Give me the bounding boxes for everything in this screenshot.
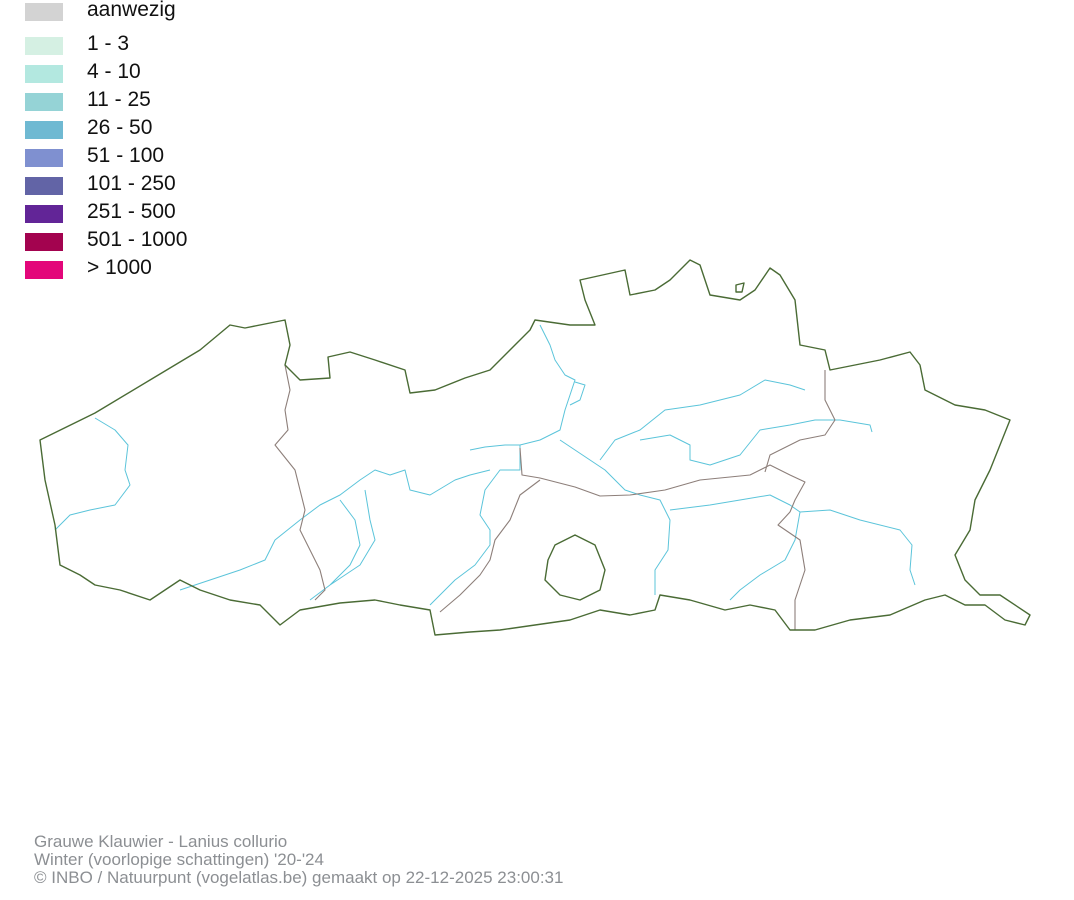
legend-swatch [25, 233, 63, 251]
legend-swatch [25, 261, 63, 279]
flanders-outline [39, 259, 1031, 636]
legend-swatch [25, 37, 63, 55]
legend-item: 4 - 10 [25, 60, 325, 84]
province-borders [274, 364, 836, 630]
legend-item: 101 - 250 [25, 172, 325, 196]
map-footer: Grauwe Klauwier - Lanius collurio Winter… [34, 833, 563, 887]
legend-label: aanwezig [87, 0, 176, 21]
legend-label: 4 - 10 [87, 60, 141, 83]
legend-label: 501 - 1000 [87, 228, 188, 251]
legend-label: 1 - 3 [87, 32, 130, 55]
legend-item: 251 - 500 [25, 200, 325, 224]
legend-swatch [25, 149, 63, 167]
legend-swatch [25, 205, 63, 223]
legend-item: 1 - 3 [25, 32, 325, 56]
species-title: Grauwe Klauwier - Lanius collurio [34, 832, 288, 851]
legend-label: > 1000 [87, 256, 152, 279]
legend-swatch [25, 65, 63, 83]
legend-swatch [25, 121, 63, 139]
legend-item: 501 - 1000 [25, 228, 325, 252]
legend-item: > 1000 [25, 256, 325, 280]
legend-item: 26 - 50 [25, 116, 325, 140]
legend-item: 51 - 100 [25, 144, 325, 168]
legend-label: 101 - 250 [87, 172, 176, 195]
legend-item: 11 - 25 [25, 88, 325, 112]
period-subtitle: Winter (voorlopige schattingen) '20-'24 [34, 850, 324, 869]
legend-label: 26 - 50 [87, 116, 153, 139]
legend-label: 11 - 25 [87, 88, 151, 111]
legend-swatch [25, 3, 63, 21]
credit-text: © INBO / Natuurpunt (vogelatlas.be) gema… [34, 868, 564, 887]
legend-swatch [25, 93, 63, 111]
legend-label: 51 - 100 [87, 144, 165, 167]
legend-item: aanwezig [25, 0, 325, 22]
legend-label: 251 - 500 [87, 200, 176, 223]
legend-swatch [25, 177, 63, 195]
rivers [54, 324, 916, 606]
